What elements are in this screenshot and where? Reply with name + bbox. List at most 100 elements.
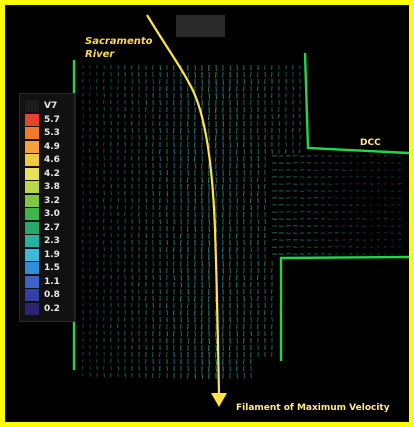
- velocity-vector: [103, 162, 106, 167]
- velocity-legend: V7 5.7 5.3 4.9 4.6 4.2 3.8 3.2 3.0 2.7 2.3 1.9 1.5 1.…: [19, 93, 75, 322]
- velocity-vector: [138, 372, 141, 378]
- velocity-vector: [144, 113, 147, 119]
- velocity-vector: [250, 246, 253, 253]
- velocity-vector: [221, 211, 224, 218]
- velocity-vector: [151, 64, 154, 70]
- filament-arrowhead: [211, 393, 227, 407]
- legend-value: 1.5: [44, 263, 60, 273]
- velocity-vector: [292, 127, 294, 133]
- velocity-vector: [138, 323, 141, 329]
- velocity-vector: [263, 183, 266, 189]
- velocity-vector: [123, 246, 126, 252]
- velocity-vector: [256, 323, 259, 330]
- velocity-vector: [180, 330, 183, 337]
- velocity-vector: [222, 120, 225, 127]
- legend-value: 2.7: [44, 222, 60, 233]
- legend-swatch: [25, 181, 39, 193]
- velocity-vector: [82, 141, 85, 146]
- legend-row: 0.2: [20, 302, 74, 315]
- velocity-vector: [194, 64, 197, 71]
- velocity-vector: [250, 295, 253, 302]
- channel-banks: [72, 52, 409, 370]
- velocity-vector: [257, 225, 260, 232]
- velocity-vector: [145, 99, 148, 105]
- velocity-vector: [159, 64, 162, 71]
- velocity-vector: [221, 197, 224, 204]
- velocity-vector: [194, 162, 197, 169]
- legend-row: 4.6: [20, 154, 74, 166]
- velocity-vector: [102, 141, 105, 146]
- legend-value: 3.2: [44, 195, 60, 206]
- legend-swatch: [25, 262, 39, 274]
- legend-value: V7: [44, 101, 58, 111]
- velocity-vector: [215, 92, 218, 99]
- legend-swatch: [25, 235, 39, 247]
- legend-value: 0.8: [44, 290, 60, 300]
- velocity-vector: [172, 295, 175, 302]
- velocity-vector: [200, 302, 203, 309]
- velocity-vector: [228, 344, 231, 351]
- velocity-vector: [102, 225, 105, 230]
- lower-right-bank: [279, 255, 409, 361]
- velocity-vector: [144, 106, 147, 112]
- velocity-vector: [256, 274, 259, 281]
- velocity-vector: [249, 288, 252, 295]
- river-label-line2: River: [85, 49, 115, 60]
- velocity-vector: [187, 99, 190, 106]
- velocity-vector: [159, 288, 162, 295]
- velocity-vector: [89, 302, 92, 307]
- velocity-vector: [103, 204, 106, 209]
- velocity-vector: [270, 323, 273, 329]
- velocity-vector: [187, 337, 189, 344]
- velocity-vector: [229, 64, 232, 71]
- velocity-vector: [102, 99, 105, 104]
- velocity-vector: [229, 176, 232, 183]
- velocity-vector: [110, 127, 113, 133]
- velocity-vector: [193, 253, 196, 260]
- velocity-vector: [186, 176, 189, 183]
- velocity-vector: [236, 197, 239, 204]
- velocity-vector: [298, 127, 301, 133]
- velocity-vector: [179, 295, 182, 302]
- velocity-vector: [257, 148, 260, 155]
- velocity-vector: [235, 148, 238, 155]
- velocity-vector: [222, 176, 225, 183]
- velocity-vector: [96, 260, 99, 265]
- velocity-vector: [144, 358, 147, 364]
- velocity-vector: [165, 351, 168, 358]
- velocity-vector: [131, 78, 134, 84]
- velocity-vector: [187, 288, 190, 295]
- legend-value: 3.0: [44, 209, 60, 219]
- velocity-vector: [186, 253, 189, 260]
- velocity-vector: [152, 365, 155, 371]
- velocity-vector: [130, 155, 133, 161]
- velocity-vector: [145, 134, 148, 140]
- velocity-vector: [102, 218, 105, 223]
- velocity-vector: [102, 239, 105, 244]
- velocity-vector: [270, 309, 273, 315]
- velocity-vector: [172, 260, 175, 267]
- velocity-vector: [166, 71, 169, 78]
- velocity-vector: [256, 71, 259, 78]
- legend-row: 1.5: [20, 262, 74, 274]
- velocity-vector: [263, 309, 266, 315]
- velocity-vector: [89, 204, 92, 209]
- velocity-vector: [236, 316, 239, 323]
- legend-row: 1.9: [20, 248, 74, 261]
- velocity-vector: [299, 85, 302, 91]
- velocity-vector: [82, 113, 85, 118]
- velocity-vector: [194, 323, 197, 330]
- velocity-vector: [256, 176, 259, 183]
- legend-value: 2.3: [44, 236, 60, 246]
- filament-label: Filament of Maximum Velocity: [236, 403, 390, 413]
- velocity-vector: [201, 155, 204, 162]
- legend-row: 3.2: [20, 194, 74, 207]
- velocity-vector: [152, 134, 155, 140]
- velocity-vector: [299, 134, 302, 140]
- velocity-vector: [102, 365, 105, 370]
- velocity-vector: [172, 99, 175, 106]
- velocity-vector: [103, 190, 106, 195]
- velocity-vector: [88, 246, 91, 251]
- velocity-vector: [236, 337, 239, 344]
- velocity-vector: [215, 176, 218, 183]
